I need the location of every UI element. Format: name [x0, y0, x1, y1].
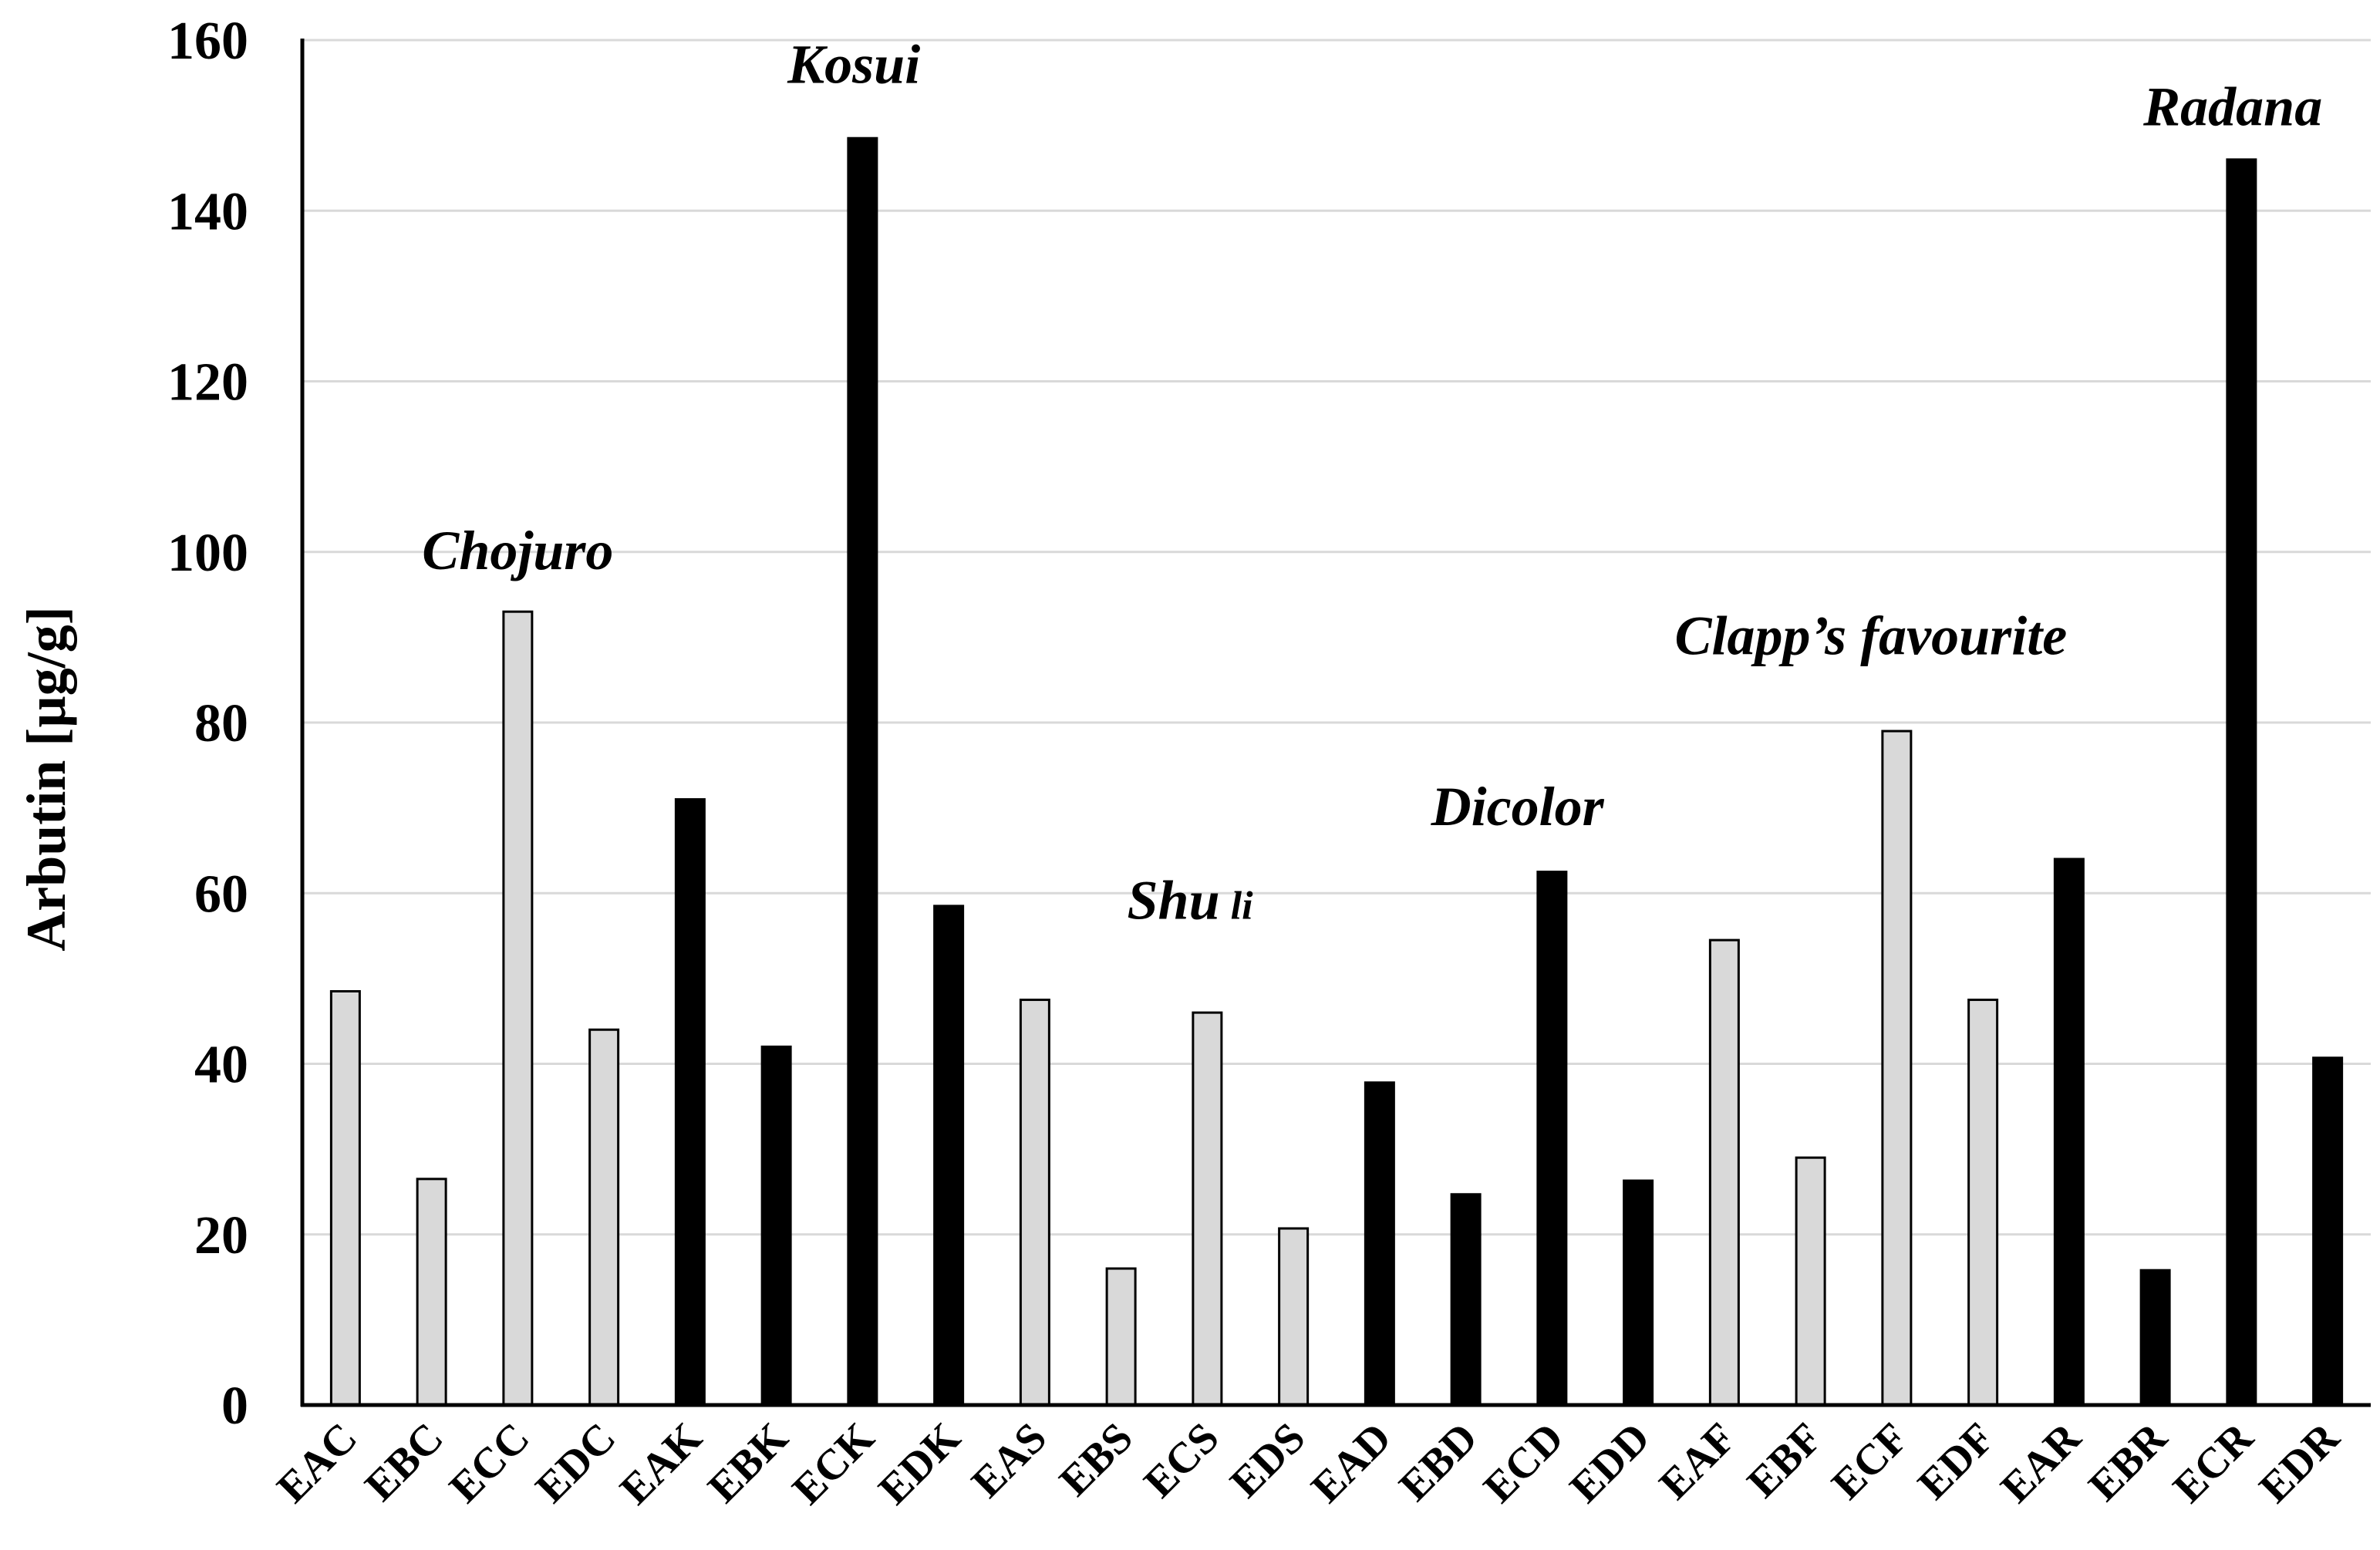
x-tick-label: ECF	[1823, 1414, 1918, 1508]
x-tick-label: ECR	[2164, 1414, 2263, 1512]
bar-ear	[2053, 858, 2085, 1407]
x-tick-label: EBD	[1391, 1414, 1487, 1510]
bar-ebr	[2139, 1269, 2171, 1407]
bar-eck	[847, 136, 878, 1407]
x-tick-label: EDC	[527, 1414, 625, 1511]
bar-edc	[588, 1028, 620, 1407]
x-tick-label: EBC	[356, 1414, 453, 1510]
x-tick-label: EAK	[611, 1414, 711, 1514]
bars	[329, 136, 2344, 1407]
bar-eds	[1278, 1227, 1310, 1407]
annotation-label: Kosui	[787, 33, 920, 95]
bar-ecf	[1881, 730, 1913, 1407]
bar-ebd	[1450, 1193, 1482, 1407]
y-tick-label: 80	[194, 694, 248, 753]
bar-ecs	[1192, 1011, 1223, 1407]
x-tick-label: EAC	[268, 1414, 366, 1511]
bar-eas	[1019, 999, 1050, 1407]
y-tick-label: 40	[194, 1036, 248, 1095]
bar-edf	[1967, 999, 1999, 1407]
bar-edr	[2312, 1056, 2344, 1407]
x-tick-label: EDK	[870, 1414, 970, 1514]
x-tick-labels: EACEBCECCEDCEAKEBKECKEDKEASEBSECSEDSEADE…	[268, 1414, 2349, 1514]
bar-ebs	[1105, 1267, 1137, 1407]
x-tick-label: EBK	[699, 1414, 797, 1512]
x-tick-label: EDS	[1221, 1414, 1314, 1507]
bar-ecr	[2226, 158, 2257, 1407]
annotation-label: Radana	[2142, 76, 2322, 138]
x-tick-label: EAR	[1992, 1414, 2091, 1512]
y-tick-label: 160	[167, 12, 248, 71]
x-tick-label: EBR	[2080, 1414, 2177, 1511]
bar-edk	[933, 905, 965, 1407]
y-axis-label: Arbutin [µg/g]	[15, 606, 77, 952]
bar-edd	[1623, 1179, 1654, 1407]
bar-ecc	[502, 610, 534, 1407]
y-tick-label: 100	[167, 524, 248, 583]
x-tick-label: EAF	[1650, 1414, 1745, 1508]
annotation-label: Shu li	[1128, 869, 1254, 931]
gridlines	[302, 39, 2371, 1236]
x-tick-label: EBS	[1050, 1414, 1142, 1505]
bar-eac	[329, 989, 361, 1407]
x-tick-label: ECK	[784, 1414, 884, 1514]
y-tick-labels: 0 20 40 60 80 100 120 140 160	[167, 12, 248, 1436]
y-tick-label: 60	[194, 864, 248, 924]
y-tick-label: 120	[167, 353, 248, 413]
bar-ead	[1364, 1081, 1395, 1407]
x-tick-label: EDR	[2250, 1414, 2349, 1512]
bar-ebc	[416, 1178, 447, 1407]
x-tick-label: ECS	[1135, 1414, 1229, 1507]
annotations: Chojuro Kosui Shu li Dicolor Clapp’s favourit…	[422, 33, 2322, 931]
y-tick-label: 140	[167, 182, 248, 241]
x-tick-label: EBF	[1738, 1414, 1832, 1507]
x-tick-label: EDF	[1909, 1414, 2004, 1508]
annotation-label: Clapp’s favourite	[1675, 605, 2068, 667]
annotation-label: Chojuro	[422, 520, 613, 581]
x-tick-label: ECC	[440, 1414, 538, 1511]
bar-ebk	[760, 1045, 792, 1407]
y-tick-label: 0	[221, 1376, 248, 1436]
bar-ecd	[1536, 871, 1568, 1407]
y-tick-label: 20	[194, 1206, 248, 1265]
x-tick-label: EAS	[962, 1414, 1056, 1507]
bar-ebf	[1795, 1156, 1826, 1407]
bar-eak	[674, 798, 706, 1407]
bar-eaf	[1708, 938, 1740, 1407]
annotation-label: Dicolor	[1431, 776, 1605, 837]
x-tick-label: EDD	[1561, 1414, 1659, 1511]
x-tick-label: EAD	[1303, 1414, 1401, 1511]
x-tick-label: ECD	[1475, 1414, 1573, 1511]
axes	[300, 39, 2371, 1407]
